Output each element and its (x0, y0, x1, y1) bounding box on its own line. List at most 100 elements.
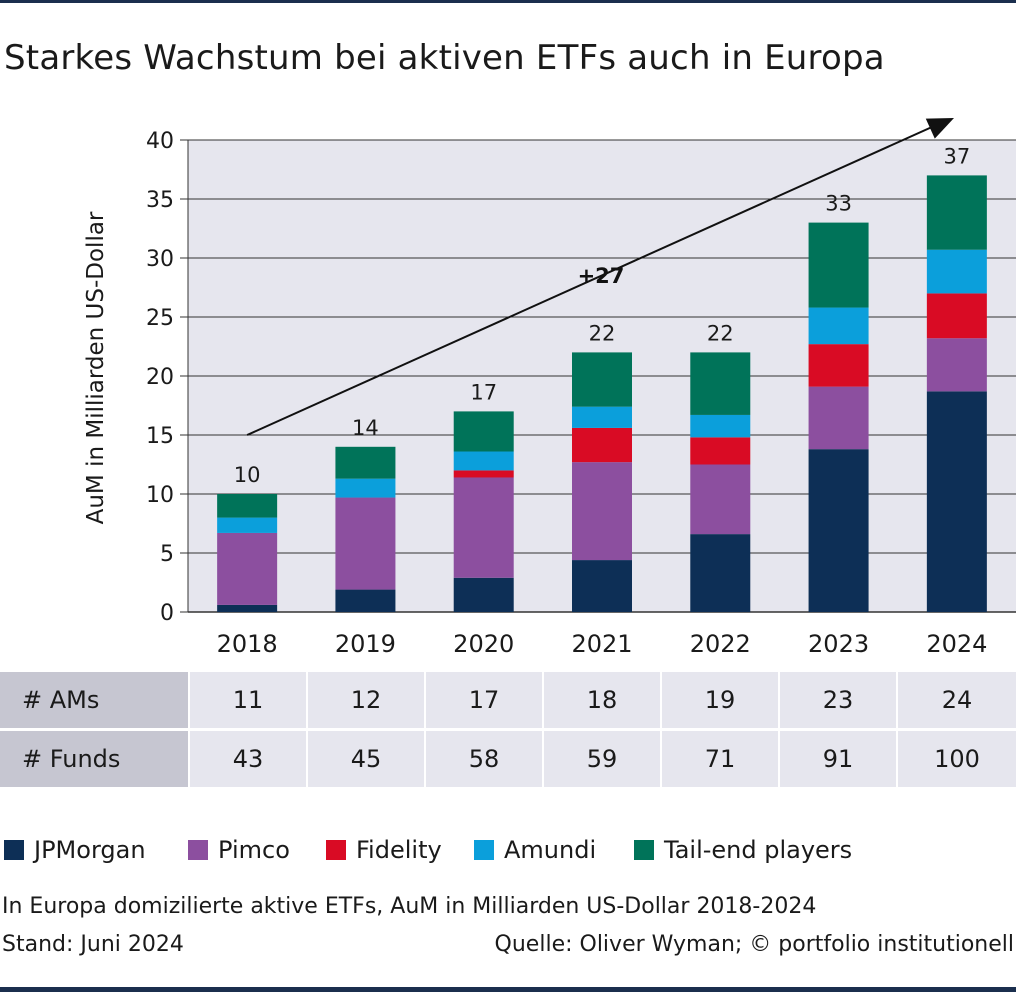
bar-segment-tail-end-players (217, 494, 278, 518)
bar-segment-jpmorgan (690, 534, 751, 612)
trend-arrow-head (925, 118, 954, 139)
row-header: # Funds (0, 731, 188, 787)
total-label: 33 (825, 192, 852, 216)
bar-segment-tail-end-players (926, 175, 987, 250)
bar-segment-pimco (217, 532, 278, 605)
bar-segment-jpmorgan (335, 589, 396, 612)
legend-item-amundi: Amundi (474, 832, 596, 868)
table-cell: 91 (780, 731, 896, 787)
bar-segment-amundi (453, 451, 514, 471)
legend-item-tail-end: Tail-end players (634, 832, 852, 868)
legend-item-fidelity: Fidelity (326, 832, 442, 868)
bar-segment-amundi (217, 517, 278, 533)
table-cell: 100 (898, 731, 1016, 787)
bar-segment-amundi (572, 406, 632, 428)
table-cell: 12 (308, 672, 424, 728)
y-tick-label: 25 (146, 306, 174, 331)
bar-segment-pimco (690, 464, 751, 535)
bar-segment-amundi (808, 307, 869, 345)
table-cell: 11 (190, 672, 306, 728)
row-header: # AMs (0, 672, 188, 728)
bar-segment-amundi (926, 249, 987, 294)
y-tick-label: 35 (146, 188, 174, 213)
table-cell: 45 (308, 731, 424, 787)
table-cell: 18 (544, 672, 660, 728)
legend-label: Pimco (218, 836, 290, 864)
legend-label: JPMorgan (34, 836, 146, 864)
x-tick-label: 2019 (335, 630, 396, 658)
x-tick-label: 2020 (453, 630, 514, 658)
y-tick-label: 10 (146, 483, 174, 508)
total-label: 17 (470, 380, 497, 404)
table-cell: 43 (190, 731, 306, 787)
legend-label: Tail-end players (664, 836, 853, 864)
total-label: 10 (234, 463, 261, 487)
bar-segment-pimco (453, 477, 514, 578)
bar-segment-pimco (808, 386, 869, 450)
y-axis-title: AuM in Milliarden US-Dollar (83, 211, 109, 524)
bottom-rule (0, 987, 1016, 992)
bar-segment-tail-end-players (335, 446, 396, 479)
legend-item-jpmorgan: JPMorgan (4, 832, 146, 868)
y-tick-label: 0 (160, 601, 174, 626)
date-note: Stand: Juni 2024 (2, 932, 184, 957)
x-tick-label: 2024 (926, 630, 987, 658)
table-row-funds: # Funds 43 45 58 59 71 91 100 (0, 731, 1016, 787)
legend-swatch (4, 840, 24, 860)
y-tick-label: 20 (146, 365, 174, 390)
bar-segment-jpmorgan (217, 604, 278, 612)
chart-title: Starkes Wachstum bei aktiven ETFs auch i… (4, 38, 885, 78)
x-tick-label: 2021 (571, 630, 632, 658)
total-label: 22 (589, 321, 616, 345)
table-cell: 71 (662, 731, 778, 787)
bar-segment-jpmorgan (808, 449, 869, 612)
bar-segment-tail-end-players (690, 352, 751, 415)
legend-swatch (634, 840, 654, 860)
table-cell: 59 (544, 731, 660, 787)
y-tick-label: 40 (146, 129, 174, 154)
legend-swatch (474, 840, 494, 860)
legend-swatch (326, 840, 346, 860)
legend-swatch (188, 840, 208, 860)
y-tick-label: 30 (146, 247, 174, 272)
table-cell: 23 (780, 672, 896, 728)
bar-segment-pimco (926, 338, 987, 392)
bar-segment-jpmorgan (453, 577, 514, 612)
bar-segment-pimco (335, 497, 396, 590)
total-label: 14 (352, 416, 379, 440)
legend-item-pimco: Pimco (188, 832, 290, 868)
bar-chart: 0 5 10 15 20 25 30 35 40 AuM in Milliarden US-Dol… (83, 118, 1016, 658)
table-cell: 19 (662, 672, 778, 728)
legend: JPMorgan Pimco Fidelity Amundi Tail-end … (0, 832, 1016, 868)
bar-segment-tail-end-players (808, 222, 869, 308)
bar-segment-fidelity (690, 437, 751, 465)
trend-arrow-line (246, 126, 933, 436)
bar-segment-tail-end-players (453, 411, 514, 452)
y-tick-label: 15 (146, 424, 174, 449)
table-row-ams: # AMs 11 12 17 18 19 23 24 (0, 672, 1016, 728)
table-cell: 17 (426, 672, 542, 728)
bar-segment-fidelity (808, 344, 869, 387)
x-tick-label: 2023 (808, 630, 869, 658)
bar-segment-tail-end-players (572, 352, 632, 407)
bar-segment-fidelity (926, 293, 987, 339)
bar-segment-jpmorgan (926, 391, 987, 612)
bar-segment-fidelity (453, 470, 514, 478)
x-tick-label: 2018 (217, 630, 278, 658)
legend-label: Amundi (504, 836, 597, 864)
table-cell: 24 (898, 672, 1016, 728)
total-label: 37 (943, 144, 970, 168)
trend-label: +27 (578, 264, 625, 288)
bar-segment-fidelity (572, 427, 632, 463)
bar-segment-pimco (572, 462, 632, 561)
legend-label: Fidelity (356, 836, 442, 864)
bar-segment-jpmorgan (572, 560, 632, 612)
y-tick-label: 5 (160, 542, 174, 567)
source-note: Quelle: Oliver Wyman; © portfolio instit… (494, 932, 1014, 957)
top-rule (0, 0, 1016, 3)
bar-segment-amundi (335, 478, 396, 498)
footnote: In Europa domizilierte aktive ETFs, AuM … (2, 894, 817, 919)
x-tick-label: 2022 (690, 630, 751, 658)
bar-segment-amundi (690, 414, 751, 438)
total-label: 22 (707, 321, 734, 345)
